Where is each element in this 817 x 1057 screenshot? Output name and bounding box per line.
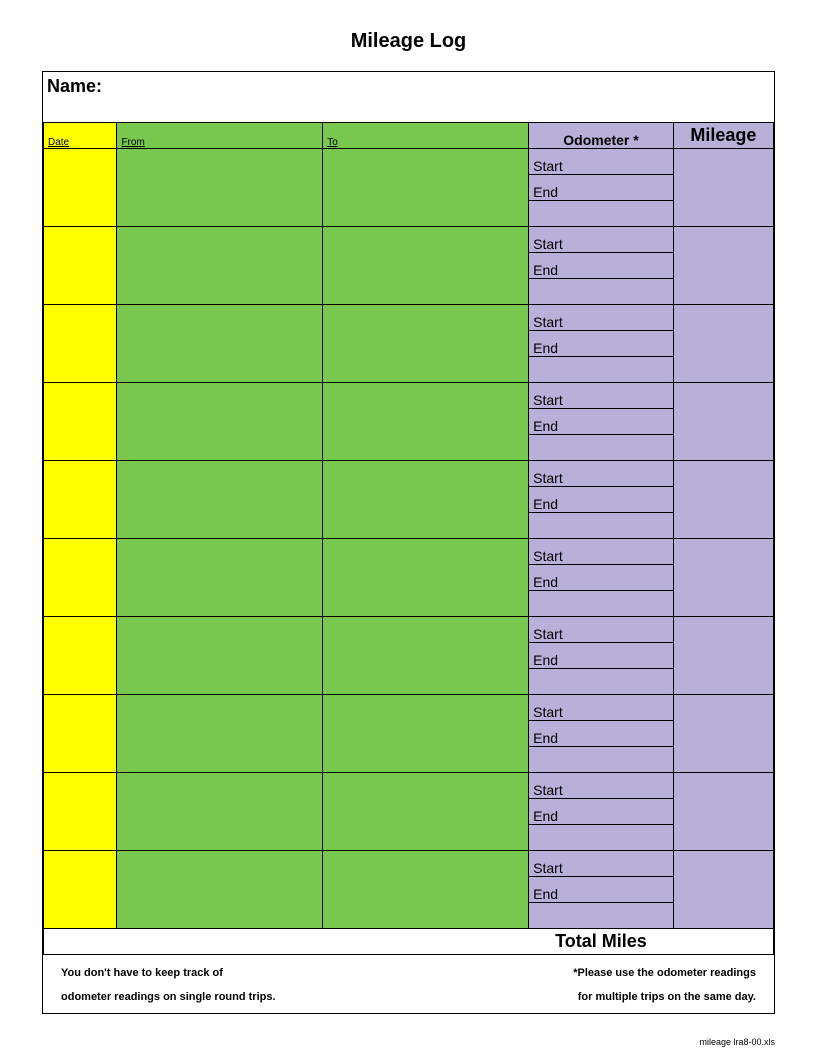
cell-odometer-start[interactable]: Start xyxy=(529,773,674,799)
total-miles-label: Total Miles xyxy=(529,929,674,955)
cell-from[interactable] xyxy=(117,851,323,929)
cell-mileage[interactable] xyxy=(673,149,773,227)
cell-odometer-start[interactable]: Start xyxy=(529,617,674,643)
cell-date[interactable] xyxy=(44,695,117,773)
cell-odometer-end[interactable]: End xyxy=(529,487,674,513)
cell-odometer-blank[interactable] xyxy=(529,279,674,305)
cell-odometer-blank[interactable] xyxy=(529,513,674,539)
cell-from[interactable] xyxy=(117,773,323,851)
cell-odometer-blank[interactable] xyxy=(529,591,674,617)
cell-date[interactable] xyxy=(44,773,117,851)
note-left-1: You don't have to keep track of xyxy=(61,967,223,979)
cell-odometer-blank[interactable] xyxy=(529,435,674,461)
cell-odometer-start[interactable]: Start xyxy=(529,227,674,253)
cell-to[interactable] xyxy=(323,539,529,617)
cell-from[interactable] xyxy=(117,149,323,227)
cell-to[interactable] xyxy=(323,461,529,539)
notes-row-1: You don't have to keep track of *Please … xyxy=(43,955,774,983)
cell-odometer-end[interactable]: End xyxy=(529,877,674,903)
header-to: To xyxy=(323,123,529,149)
cell-to[interactable] xyxy=(323,149,529,227)
cell-odometer-start[interactable]: Start xyxy=(529,851,674,877)
cell-to[interactable] xyxy=(323,305,529,383)
note-right-2: for multiple trips on the same day. xyxy=(578,991,756,1003)
cell-odometer-end[interactable]: End xyxy=(529,643,674,669)
cell-odometer-end[interactable]: End xyxy=(529,409,674,435)
cell-to[interactable] xyxy=(323,695,529,773)
total-miles-value[interactable] xyxy=(673,929,773,955)
cell-odometer-end[interactable]: End xyxy=(529,175,674,201)
total-spacer xyxy=(44,929,529,955)
cell-to[interactable] xyxy=(323,383,529,461)
header-date: Date xyxy=(44,123,117,149)
note-left-2: odometer readings on single round trips. xyxy=(61,991,276,1003)
cell-odometer-blank[interactable] xyxy=(529,747,674,773)
cell-odometer-end[interactable]: End xyxy=(529,565,674,591)
cell-mileage[interactable] xyxy=(673,773,773,851)
cell-odometer-start[interactable]: Start xyxy=(529,305,674,331)
cell-odometer-blank[interactable] xyxy=(529,357,674,383)
cell-odometer-end[interactable]: End xyxy=(529,253,674,279)
header-mileage: Mileage xyxy=(673,123,773,149)
cell-to[interactable] xyxy=(323,851,529,929)
cell-to[interactable] xyxy=(323,227,529,305)
cell-to[interactable] xyxy=(323,773,529,851)
cell-date[interactable] xyxy=(44,227,117,305)
cell-odometer-blank[interactable] xyxy=(529,903,674,929)
mileage-table: DateFromToOdometer *MileageStartEndStart… xyxy=(43,122,774,955)
cell-mileage[interactable] xyxy=(673,695,773,773)
cell-mileage[interactable] xyxy=(673,617,773,695)
mileage-sheet: Name: DateFromToOdometer *MileageStartEn… xyxy=(42,71,775,1014)
cell-date[interactable] xyxy=(44,617,117,695)
cell-date[interactable] xyxy=(44,383,117,461)
cell-mileage[interactable] xyxy=(673,227,773,305)
cell-odometer-blank[interactable] xyxy=(529,201,674,227)
cell-date[interactable] xyxy=(44,539,117,617)
cell-odometer-blank[interactable] xyxy=(529,669,674,695)
cell-date[interactable] xyxy=(44,461,117,539)
cell-date[interactable] xyxy=(44,149,117,227)
cell-odometer-start[interactable]: Start xyxy=(529,383,674,409)
cell-odometer-start[interactable]: Start xyxy=(529,149,674,175)
cell-odometer-start[interactable]: Start xyxy=(529,461,674,487)
footer-filename: mileage lra8-00.xls xyxy=(699,1037,775,1047)
cell-odometer-blank[interactable] xyxy=(529,825,674,851)
cell-odometer-start[interactable]: Start xyxy=(529,539,674,565)
cell-odometer-end[interactable]: End xyxy=(529,721,674,747)
cell-odometer-end[interactable]: End xyxy=(529,331,674,357)
cell-mileage[interactable] xyxy=(673,383,773,461)
header-from: From xyxy=(117,123,323,149)
cell-from[interactable] xyxy=(117,227,323,305)
cell-mileage[interactable] xyxy=(673,851,773,929)
header-odometer: Odometer * xyxy=(529,123,674,149)
cell-from[interactable] xyxy=(117,695,323,773)
cell-mileage[interactable] xyxy=(673,461,773,539)
note-right-1: *Please use the odometer readings xyxy=(573,967,756,979)
cell-from[interactable] xyxy=(117,383,323,461)
cell-date[interactable] xyxy=(44,305,117,383)
cell-to[interactable] xyxy=(323,617,529,695)
cell-from[interactable] xyxy=(117,461,323,539)
cell-date[interactable] xyxy=(44,851,117,929)
cell-from[interactable] xyxy=(117,617,323,695)
cell-mileage[interactable] xyxy=(673,539,773,617)
cell-from[interactable] xyxy=(117,305,323,383)
notes-row-2: odometer readings on single round trips.… xyxy=(43,983,774,1013)
cell-mileage[interactable] xyxy=(673,305,773,383)
cell-odometer-start[interactable]: Start xyxy=(529,695,674,721)
cell-odometer-end[interactable]: End xyxy=(529,799,674,825)
cell-from[interactable] xyxy=(117,539,323,617)
page-title: Mileage Log xyxy=(42,30,775,53)
name-label: Name: xyxy=(43,72,774,122)
